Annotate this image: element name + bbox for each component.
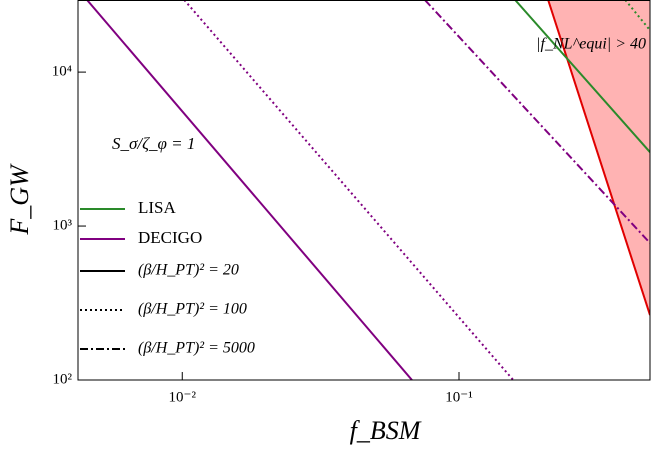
legend-label: (β/H_PT)² = 5000 [138, 340, 255, 357]
region-edge [547, 0, 650, 316]
legend-label: DECIGO [138, 228, 202, 247]
series-line [183, 0, 514, 380]
series-line [86, 0, 413, 380]
series-line [514, 0, 650, 153]
legend-label: LISA [138, 198, 177, 217]
series-line [624, 0, 650, 31]
plot-area [86, 0, 650, 380]
legend-label: (β/H_PT)² = 20 [138, 262, 239, 279]
region-label: |f_NL^equi| > 40 [536, 36, 646, 53]
y-tick-label: 10³ [53, 217, 73, 233]
y-tick-label: 10⁴ [52, 64, 72, 80]
x-tick-label: 10⁻² [169, 389, 197, 405]
legend-label: (β/H_PT)² = 100 [138, 301, 247, 318]
x-axis-label: f_BSM [350, 416, 422, 445]
y-axis-label: F_GW [5, 163, 34, 236]
x-tick-label: 10⁻¹ [445, 389, 472, 405]
annotation: S_σ/ζ_φ = 1 [112, 134, 195, 153]
series-line [424, 0, 650, 244]
frame [77, 0, 651, 381]
y-tick-label: 10² [53, 371, 73, 387]
